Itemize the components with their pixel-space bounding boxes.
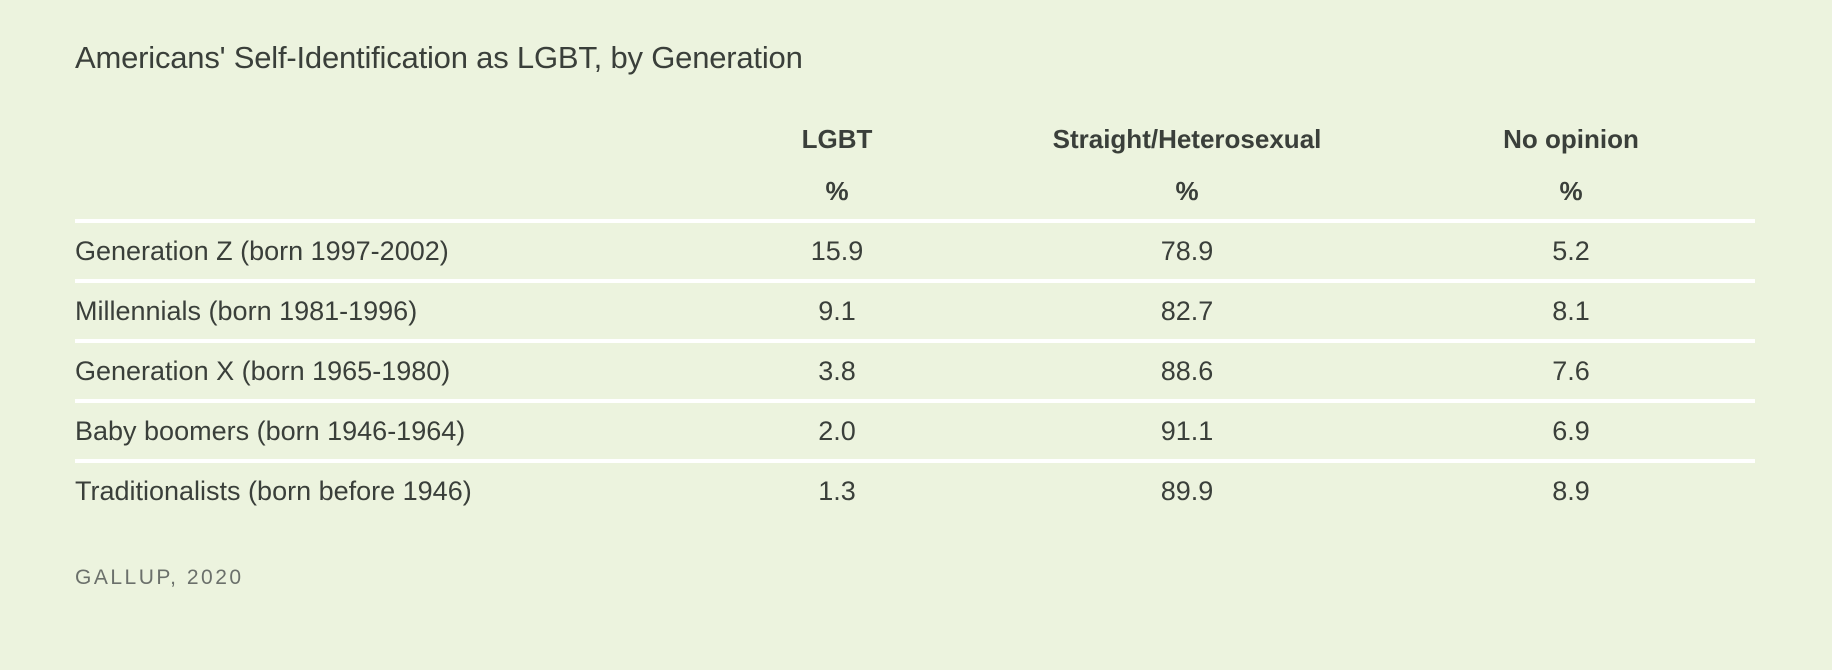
unit-label-lgbt: %	[687, 163, 987, 223]
cell-lgbt: 2.0	[687, 401, 987, 463]
row-label: Generation X (born 1965-1980)	[75, 341, 687, 403]
row-label: Generation Z (born 1997-2002)	[75, 221, 687, 283]
column-header-no-opinion: No opinion	[1503, 123, 1639, 154]
cell-lgbt: 9.1	[687, 281, 987, 343]
table-row: Generation X (born 1965-1980) 3.8 88.6 7…	[75, 341, 1755, 403]
header-row-labels: LGBT Straight/Heterosexual No opinion	[75, 115, 1755, 163]
header-empty-cell	[75, 163, 687, 223]
cell-straight: 82.7	[987, 281, 1387, 343]
chart-title: Americans' Self-Identification as LGBT, …	[75, 40, 803, 75]
cell-lgbt: 1.3	[818, 475, 856, 506]
cell-lgbt: 3.8	[687, 341, 987, 403]
cell-no-opinion: 5.2	[1387, 221, 1755, 283]
table-row: Traditionalists (born before 1946) 1.3 8…	[75, 461, 1755, 519]
column-header-straight: Straight/Heterosexual	[1052, 123, 1322, 154]
cell-lgbt: 15.9	[687, 221, 987, 283]
data-table: LGBT Straight/Heterosexual No opinion % …	[75, 115, 1755, 519]
table-row: Millennials (born 1981-1996) 9.1 82.7 8.…	[75, 281, 1755, 343]
row-label: Baby boomers (born 1946-1964)	[75, 401, 687, 463]
column-header-lgbt: LGBT	[801, 123, 873, 154]
row-label: Millennials (born 1981-1996)	[75, 281, 687, 343]
cell-straight: 89.9	[1160, 475, 1214, 506]
header-row-units: % % %	[75, 163, 1755, 223]
cell-straight: 78.9	[987, 221, 1387, 283]
source-credit: GALLUP, 2020	[75, 566, 244, 589]
header-empty-cell	[75, 115, 687, 163]
unit-label-no-opinion: %	[1387, 163, 1755, 223]
table-row: Generation Z (born 1997-2002) 15.9 78.9 …	[75, 221, 1755, 283]
cell-straight: 88.6	[987, 341, 1387, 403]
cell-no-opinion: 8.9	[1552, 475, 1590, 506]
table-row: Baby boomers (born 1946-1964) 2.0 91.1 6…	[75, 401, 1755, 463]
cell-no-opinion: 8.1	[1387, 281, 1755, 343]
cell-no-opinion: 6.9	[1387, 401, 1755, 463]
cell-straight: 91.1	[987, 401, 1387, 463]
row-label: Traditionalists (born before 1946)	[75, 475, 472, 506]
unit-label-straight: %	[987, 163, 1387, 223]
cell-no-opinion: 7.6	[1387, 341, 1755, 403]
